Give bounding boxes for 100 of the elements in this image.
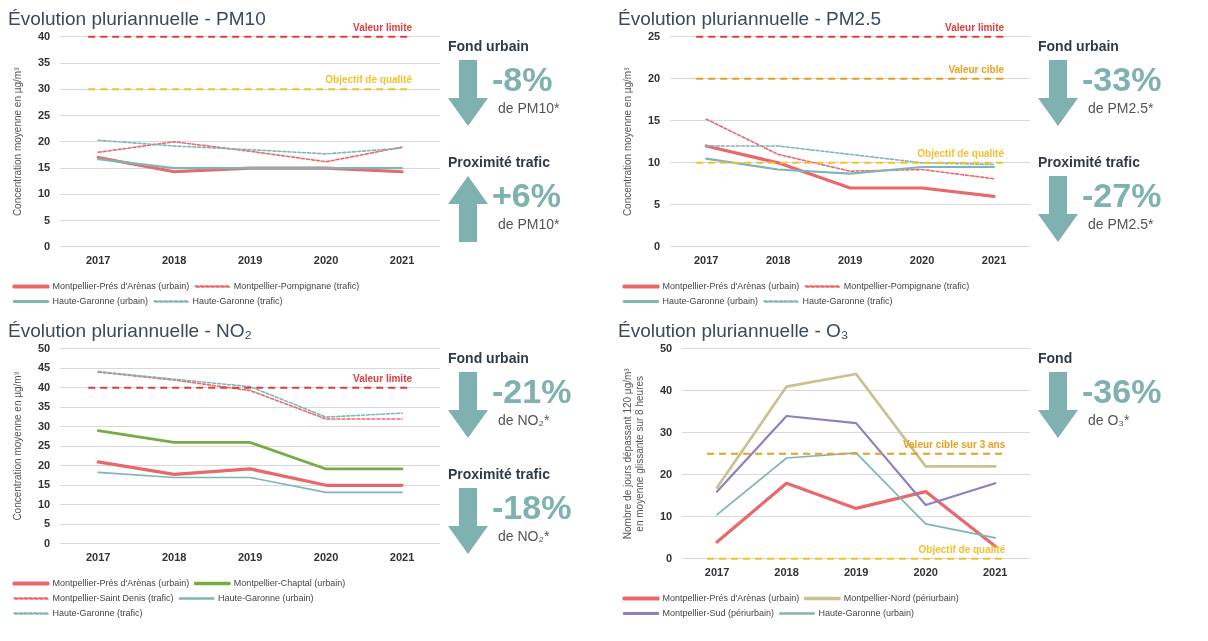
text: -33% xyxy=(1082,60,1162,98)
y-tick-label: 15 xyxy=(647,113,661,126)
x-tick-label: 2021 xyxy=(389,254,415,267)
y-tick-label: 20 xyxy=(647,71,661,84)
ref-line-label: Valeur limite xyxy=(353,21,413,33)
y-tick-label: 20 xyxy=(37,134,51,147)
legend-label: Montpellier-Prés d'Arènas (urbain) xyxy=(662,592,800,603)
y-tick-label: 40 xyxy=(659,383,673,396)
y-tick-label: 30 xyxy=(37,82,51,95)
legend-label: Montpellier-Nord (périurbain) xyxy=(843,592,959,603)
y-tick-label: 15 xyxy=(37,478,51,491)
x-tick-label: 2020 xyxy=(913,566,938,579)
legend-label: Montpellier-Prés d'Arènas (urbain) xyxy=(52,577,190,588)
text: Proximité trafic xyxy=(1038,154,1141,170)
x-tick-label: 2017 xyxy=(85,551,111,564)
y-tick-label: 15 xyxy=(37,161,51,174)
y-tick-label: 5 xyxy=(44,517,51,530)
x-tick-label: 2021 xyxy=(981,254,1007,267)
legend-label: Montpellier-Pompignane (trafic) xyxy=(843,280,970,291)
legend-label: Haute-Garonne (urbain) xyxy=(818,607,915,618)
y-tick-label: 10 xyxy=(659,509,673,522)
legend-label: Montpellier-Prés d'Arènas (urbain) xyxy=(52,280,190,291)
legend-label: Montpellier-Sud (périurbain) xyxy=(662,607,775,618)
x-tick-label: 2018 xyxy=(774,566,799,579)
y-tick-label: 10 xyxy=(647,155,661,168)
y-tick-label: 0 xyxy=(654,239,661,252)
x-tick-label: 2019 xyxy=(843,566,869,579)
text: Fond urbain xyxy=(448,38,530,54)
y-tick-label: 30 xyxy=(37,419,51,432)
line-series xyxy=(97,139,403,155)
text: de PM10* xyxy=(497,216,561,232)
y-tick-label: 35 xyxy=(37,56,51,69)
x-tick-label: 2020 xyxy=(313,254,339,267)
y-tick-label: 0 xyxy=(666,551,673,564)
ref-line-label: Valeur limite xyxy=(353,372,413,384)
y-tick-label: 35 xyxy=(37,400,51,413)
x-tick-label: 2017 xyxy=(85,254,111,267)
y-tick-label: 25 xyxy=(647,29,661,42)
x-tick-label: 2021 xyxy=(982,566,1008,579)
x-tick-label: 2018 xyxy=(161,551,187,564)
x-tick-label: 2019 xyxy=(237,254,263,267)
legend-label: Montpellier-Chaptal (urbain) xyxy=(233,577,346,588)
ref-line-label: Valeur cible sur 3 ans xyxy=(902,438,1006,450)
ref-line-label: Valeur limite xyxy=(945,21,1005,33)
text: -21% xyxy=(492,372,572,410)
legend-label: Haute-Garonne (trafic) xyxy=(802,295,893,306)
y-tick-label: 50 xyxy=(659,341,673,354)
text: de PM2.5* xyxy=(1087,216,1155,232)
y-tick-label: 5 xyxy=(44,213,51,226)
text: +6% xyxy=(492,176,561,214)
text: -8% xyxy=(492,60,554,98)
text: Proximité trafic xyxy=(448,466,551,482)
x-tick-label: 2020 xyxy=(909,254,935,267)
y-tick-label: 5 xyxy=(654,197,661,210)
line-series xyxy=(97,141,403,163)
x-tick-label: 2021 xyxy=(389,551,415,564)
text: Proximité trafic xyxy=(448,154,551,170)
ref-line-label: Valeur cible xyxy=(948,63,1005,75)
text: -18% xyxy=(492,488,572,526)
legend-label: Haute-Garonne (trafic) xyxy=(192,295,283,306)
legend-label: Haute-Garonne (trafic) xyxy=(52,607,143,618)
ref-line-label: Objectif de qualité xyxy=(325,74,413,86)
y-tick-label: 25 xyxy=(37,439,51,452)
y-tick-label: 40 xyxy=(37,29,51,42)
text: de PM2.5* xyxy=(1087,100,1155,116)
text: Fond urbain xyxy=(1038,38,1120,54)
legend-label: Haute-Garonne (urbain) xyxy=(52,295,149,306)
y-tick-label: 0 xyxy=(44,536,51,549)
x-tick-label: 2020 xyxy=(313,551,339,564)
legend-label: Haute-Garonne (urbain) xyxy=(218,592,314,603)
y-tick-label: 20 xyxy=(37,458,51,471)
text: de O₃* xyxy=(1087,412,1131,428)
y-tick-label: 20 xyxy=(659,467,673,480)
text: de NO₂* xyxy=(497,528,551,544)
legend-label: Montpellier-Saint Denis (trafic) xyxy=(52,592,174,603)
legend-label: Montpellier-Pompignane (trafic) xyxy=(233,280,360,291)
text: de NO₂* xyxy=(497,412,551,428)
y-axis-title: Concentration moyenne en µg/m³ xyxy=(11,371,23,521)
legend-label: Haute-Garonne (urbain) xyxy=(662,295,759,306)
x-tick-label: 2017 xyxy=(693,254,719,267)
y-axis-title: Concentration moyenne en µg/m³ xyxy=(621,66,633,217)
y-tick-label: 50 xyxy=(37,341,51,354)
y-tick-label: 25 xyxy=(37,108,51,121)
x-tick-label: 2019 xyxy=(837,254,863,267)
y-tick-label: 10 xyxy=(37,187,51,200)
text: Fond urbain xyxy=(448,350,530,366)
y-axis-title: Nombre de jours dépassant 120 µg/m³ en moyenne glissante sur 8 heures xyxy=(621,367,645,540)
legend-label: Montpellier-Prés d'Arènas (urbain) xyxy=(662,280,800,291)
text: -36% xyxy=(1082,372,1162,410)
chart-title: Évolution pluriannuelle - O₃ xyxy=(618,319,849,341)
chart-title: Évolution pluriannuelle - NO₂ xyxy=(8,319,252,341)
x-tick-label: 2018 xyxy=(765,254,791,267)
y-tick-label: 0 xyxy=(44,239,51,252)
ref-line-label: Objectif de qualité xyxy=(917,147,1005,159)
x-tick-label: 2018 xyxy=(161,254,187,267)
text: -27% xyxy=(1082,176,1162,214)
y-tick-label: 40 xyxy=(37,380,51,393)
x-tick-label: 2019 xyxy=(237,551,263,564)
y-tick-label: 45 xyxy=(37,361,51,374)
text: de PM10* xyxy=(497,100,560,116)
